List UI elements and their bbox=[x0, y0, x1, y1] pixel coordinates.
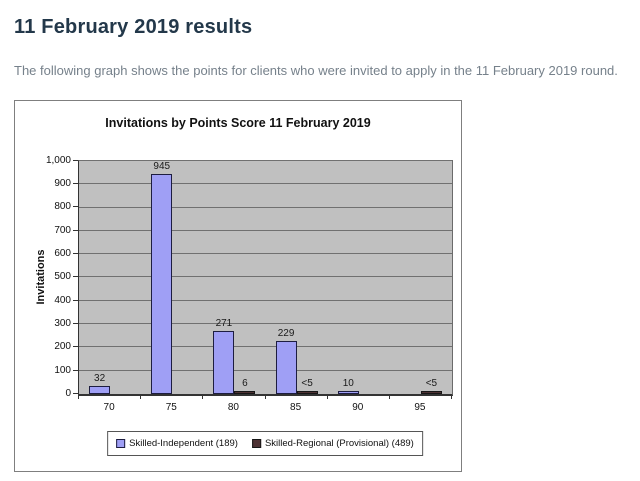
y-tick-label: 300 bbox=[54, 317, 71, 329]
gridline bbox=[79, 299, 452, 301]
y-tick-label: 400 bbox=[54, 294, 71, 306]
x-tick-label: 90 bbox=[352, 401, 364, 413]
gridline bbox=[79, 206, 452, 208]
x-tick-mark bbox=[78, 394, 79, 399]
y-tick-label: 0 bbox=[65, 387, 71, 399]
chart-title: Invitations by Points Score 11 February … bbox=[105, 115, 371, 130]
bar bbox=[337, 390, 359, 394]
legend-label: Skilled-Independent (189) bbox=[129, 437, 238, 449]
y-tick-mark bbox=[73, 253, 78, 255]
x-tick-mark bbox=[326, 394, 328, 399]
y-tick-label: 700 bbox=[54, 224, 71, 236]
x-tick-label: 95 bbox=[414, 401, 426, 413]
y-tick-mark bbox=[73, 159, 78, 161]
bar-value-label: 229 bbox=[277, 327, 295, 339]
x-tick-label: 80 bbox=[227, 401, 239, 413]
y-tick-mark bbox=[73, 322, 78, 324]
legend: Skilled-Independent (189) Skilled-Regiona… bbox=[107, 430, 423, 456]
y-tick-mark bbox=[73, 229, 78, 231]
bar bbox=[151, 173, 173, 394]
bar bbox=[275, 340, 297, 394]
x-tick-mark bbox=[140, 394, 142, 399]
x-tick-label: 75 bbox=[165, 401, 177, 413]
y-tick-label: 100 bbox=[54, 364, 71, 376]
y-tick-mark bbox=[73, 346, 78, 348]
x-tick-mark bbox=[451, 394, 452, 399]
x-tick-mark bbox=[202, 394, 204, 399]
gridline bbox=[79, 159, 452, 161]
legend-label: Skilled-Regional (Provisional) (489) bbox=[264, 437, 414, 449]
bar bbox=[234, 390, 256, 394]
y-tick-label: 800 bbox=[54, 201, 71, 213]
y-tick-label: 900 bbox=[54, 178, 71, 190]
legend-marker-icon bbox=[116, 438, 126, 448]
x-tick-mark bbox=[264, 394, 266, 399]
legend-item: Skilled-Regional (Provisional) (489) bbox=[251, 437, 414, 449]
bar bbox=[89, 386, 111, 394]
legend-marker-icon bbox=[251, 438, 261, 448]
bar bbox=[420, 390, 442, 394]
y-tick-label: 200 bbox=[54, 341, 71, 353]
y-tick-mark bbox=[73, 392, 78, 394]
x-tick-label: 85 bbox=[290, 401, 302, 413]
x-tick-mark bbox=[388, 394, 390, 399]
gridline bbox=[79, 229, 452, 231]
bar-value-label: 6 bbox=[242, 377, 248, 389]
bar-value-label: 10 bbox=[342, 377, 354, 389]
x-tick-label: 70 bbox=[103, 401, 115, 413]
y-tick-mark bbox=[73, 299, 78, 301]
bar-value-label: 32 bbox=[94, 373, 106, 385]
gridline bbox=[79, 346, 452, 348]
y-tick-mark bbox=[73, 206, 78, 208]
bar bbox=[213, 330, 235, 394]
y-tick-mark bbox=[73, 183, 78, 185]
bar-value-label: <5 bbox=[301, 377, 313, 389]
y-tick-mark bbox=[73, 276, 78, 278]
y-tick-mark bbox=[73, 369, 78, 371]
plot-area: 32 945 271 229 10 6 <5 <5 bbox=[78, 159, 453, 396]
page-description: The following graph shows the points for… bbox=[14, 63, 618, 78]
chart: Invitations by Points Score 11 February … bbox=[14, 99, 462, 472]
gridline bbox=[79, 253, 452, 255]
y-tick-label: 500 bbox=[54, 271, 71, 283]
gridline bbox=[79, 323, 452, 324]
page-title: 11 February 2019 results bbox=[14, 16, 253, 38]
gridline bbox=[79, 369, 452, 371]
y-tick-label: 1,000 bbox=[45, 154, 71, 166]
bar-value-label: 271 bbox=[215, 317, 233, 329]
legend-item: Skilled-Independent (189) bbox=[116, 438, 238, 449]
gridline bbox=[79, 276, 452, 278]
bar-value-label: <5 bbox=[425, 377, 438, 389]
bar-value-label: 945 bbox=[153, 160, 171, 172]
gridline bbox=[79, 183, 452, 185]
bar bbox=[296, 390, 318, 394]
y-tick-label: 600 bbox=[54, 248, 71, 260]
